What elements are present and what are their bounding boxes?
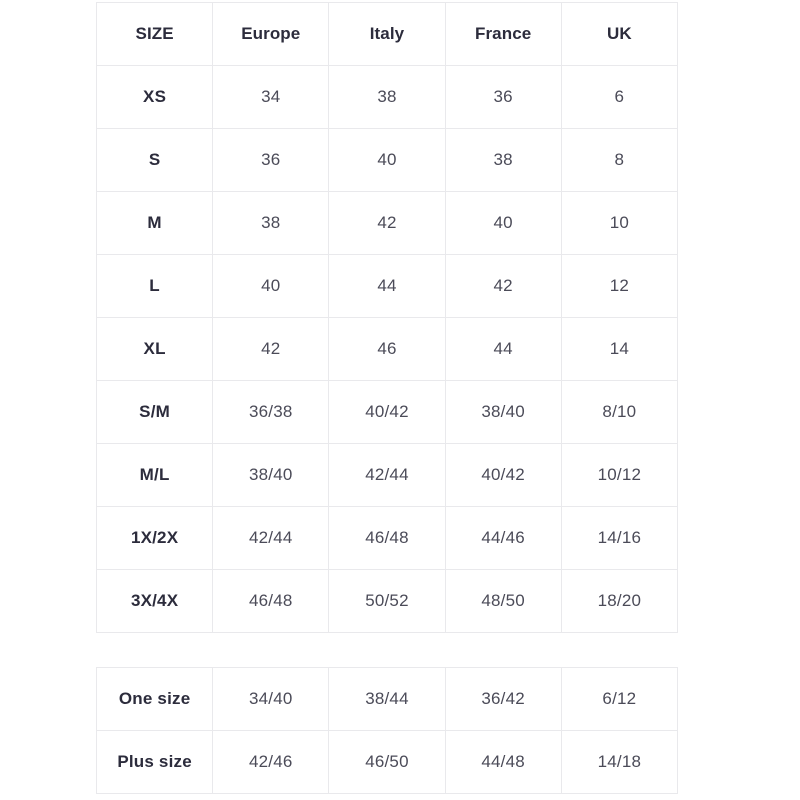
table-row: One size 34/40 38/44 36/42 6/12 [95,667,679,731]
cell-france: 44/48 [444,730,562,794]
cell-europe: 42/46 [212,730,330,794]
cell-italy: 42/44 [328,443,446,507]
cell-uk: 6 [560,65,679,129]
row-label: L [95,254,214,318]
cell-europe: 38 [212,191,330,255]
secondary-table-body: One size 34/40 38/44 36/42 6/12 Plus siz… [95,667,679,794]
table-row: Plus size 42/46 46/50 44/48 14/18 [95,730,679,794]
cell-italy: 38 [328,65,446,129]
cell-uk: 8/10 [560,380,679,444]
row-label: S [95,128,214,192]
cell-uk: 12 [560,254,679,318]
cell-uk: 10 [560,191,679,255]
table-row: XS 34 38 36 6 [95,65,679,129]
row-label: Plus size [95,730,214,794]
table-row: M/L 38/40 42/44 40/42 10/12 [95,443,679,507]
cell-italy: 46 [328,317,446,381]
cell-france: 44 [444,317,562,381]
table-row: 1X/2X 42/44 46/48 44/46 14/16 [95,506,679,570]
cell-uk: 14 [560,317,679,381]
cell-italy: 38/44 [328,667,446,731]
row-label: M/L [95,443,214,507]
cell-uk: 10/12 [560,443,679,507]
table-row: S/M 36/38 40/42 38/40 8/10 [95,380,679,444]
table-row: M 38 42 40 10 [95,191,679,255]
cell-europe: 42/44 [212,506,330,570]
table-row: 3X/4X 46/48 50/52 48/50 18/20 [95,569,679,633]
cell-uk: 14/16 [560,506,679,570]
cell-europe: 34/40 [212,667,330,731]
cell-france: 44/46 [444,506,562,570]
column-header-size: SIZE [95,2,214,66]
row-label: 1X/2X [95,506,214,570]
table-row: L 40 44 42 12 [95,254,679,318]
table-header: SIZE Europe Italy France UK [95,2,679,66]
cell-italy: 40/42 [328,380,446,444]
cell-france: 42 [444,254,562,318]
cell-italy: 40 [328,128,446,192]
cell-france: 36/42 [444,667,562,731]
cell-italy: 46/48 [328,506,446,570]
table-row: XL 42 46 44 14 [95,317,679,381]
column-header-italy: Italy [328,2,446,66]
row-label: M [95,191,214,255]
size-conversion-table: SIZE Europe Italy France UK XS 34 38 36 … [95,2,679,633]
cell-france: 40/42 [444,443,562,507]
cell-uk: 8 [560,128,679,192]
cell-france: 36 [444,65,562,129]
cell-italy: 42 [328,191,446,255]
cell-europe: 34 [212,65,330,129]
cell-france: 40 [444,191,562,255]
cell-france: 38/40 [444,380,562,444]
row-label: One size [95,667,214,731]
cell-europe: 40 [212,254,330,318]
row-label: XL [95,317,214,381]
cell-uk: 18/20 [560,569,679,633]
cell-europe: 36/38 [212,380,330,444]
one-size-conversion-table: One size 34/40 38/44 36/42 6/12 Plus siz… [95,667,679,794]
cell-italy: 50/52 [328,569,446,633]
cell-france: 48/50 [444,569,562,633]
cell-europe: 38/40 [212,443,330,507]
table-row: S 36 40 38 8 [95,128,679,192]
cell-europe: 46/48 [212,569,330,633]
column-header-europe: Europe [212,2,330,66]
cell-europe: 42 [212,317,330,381]
row-label: 3X/4X [95,569,214,633]
column-header-france: France [444,2,562,66]
column-header-uk: UK [560,2,679,66]
cell-italy: 44 [328,254,446,318]
table-header-row: SIZE Europe Italy France UK [95,2,679,66]
row-label: XS [95,65,214,129]
cell-uk: 6/12 [560,667,679,731]
cell-uk: 14/18 [560,730,679,794]
row-label: S/M [95,380,214,444]
cell-italy: 46/50 [328,730,446,794]
table-body: XS 34 38 36 6 S 36 40 38 8 M 38 42 40 10 [95,65,679,633]
cell-europe: 36 [212,128,330,192]
cell-france: 38 [444,128,562,192]
